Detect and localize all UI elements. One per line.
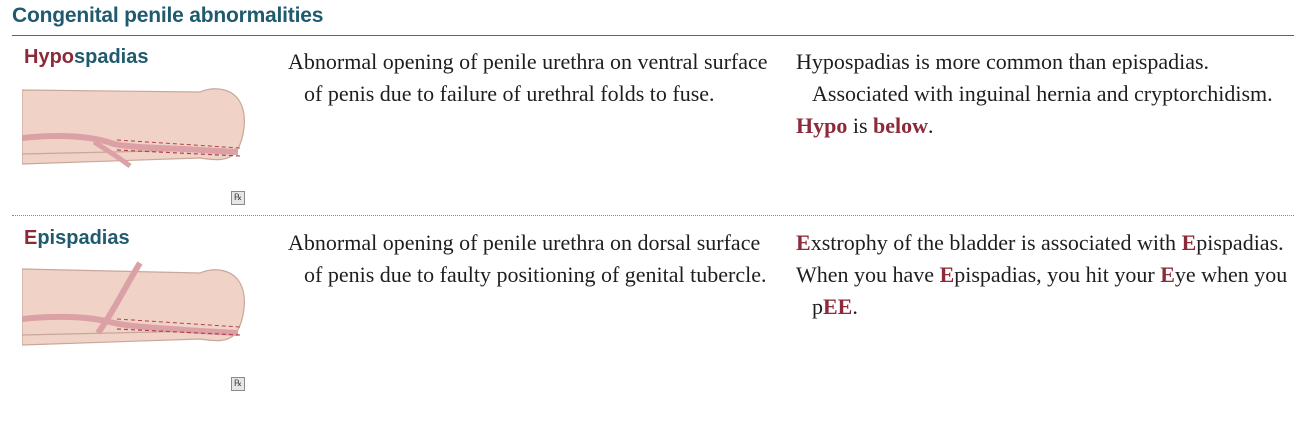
penis-ventral-urethra-illustration bbox=[22, 88, 245, 169]
penis-dorsal-urethra-illustration bbox=[22, 261, 245, 346]
description-epispadias: Abnormal opening of penile urethra on do… bbox=[288, 230, 767, 287]
term-hypospadias: Hypospadias bbox=[24, 46, 149, 68]
rx-icon[interactable]: ℞ bbox=[231, 377, 245, 391]
mnemonic-epispadias: When you have Epispadias, you hit your E… bbox=[796, 262, 1288, 319]
note-exstrophy: Exstrophy of the bladder is associated w… bbox=[796, 230, 1284, 255]
term-epispadias: Epispadias bbox=[24, 227, 130, 249]
section-title: Congenital penile abnormalities bbox=[12, 4, 324, 27]
description-hypospadias: Abnormal opening of penile urethra on ve… bbox=[288, 49, 768, 106]
notes-epispadias: Exstrophy of the bladder is associated w… bbox=[796, 227, 1291, 323]
rx-icon[interactable]: ℞ bbox=[231, 191, 245, 205]
mnemonic-hypospadias: Hypo is below. bbox=[796, 113, 934, 138]
title-divider bbox=[12, 35, 1294, 36]
row-divider bbox=[12, 215, 1294, 216]
notes-hypospadias: Hypospadias is more common than epispadi… bbox=[796, 46, 1291, 142]
